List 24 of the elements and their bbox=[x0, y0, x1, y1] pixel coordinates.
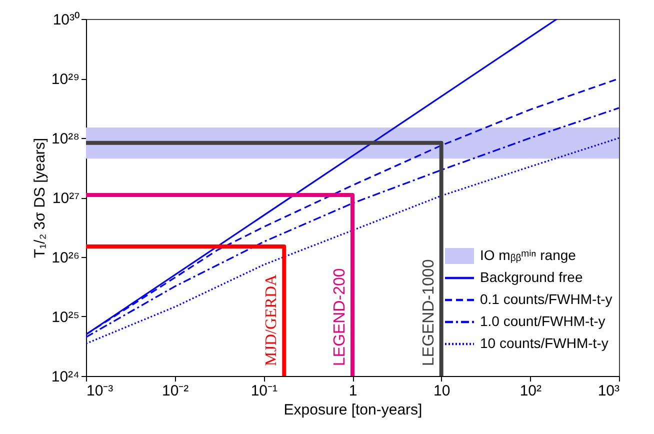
annotation: LEGEND-1000 bbox=[420, 259, 438, 366]
y-tick-label: 10²⁵ bbox=[52, 309, 80, 326]
x-tick-label: 10 bbox=[433, 382, 450, 400]
x-tick-label: 10⁻² bbox=[162, 382, 189, 400]
legend-label: Background free bbox=[480, 269, 583, 285]
x-tick-label: 10² bbox=[520, 382, 542, 400]
legend-label: 0.1 counts/FWHM-t-y bbox=[480, 291, 612, 307]
x-tick-label: 10⁻³ bbox=[86, 382, 114, 400]
y-tick-label: 10³⁰ bbox=[52, 12, 80, 28]
y-tick-label: 10²⁸ bbox=[51, 130, 80, 148]
annotation: MJD/GERDA bbox=[263, 274, 280, 366]
x-axis-title: Exposure [ton-years] bbox=[284, 402, 422, 418]
legend-label: 1.0 count/FWHM-t-y bbox=[480, 313, 606, 329]
x-tick-label: 1 bbox=[348, 382, 358, 400]
y-tick-label: 10²⁹ bbox=[51, 71, 80, 88]
y-tick-label: 10²⁷ bbox=[52, 190, 80, 207]
x-tick-label: 10³ bbox=[598, 382, 620, 400]
y-tick-label: 10²⁶ bbox=[52, 250, 80, 266]
y-tick-label: 10²⁴ bbox=[51, 368, 80, 386]
x-tick-label: 10⁻¹ bbox=[250, 382, 278, 400]
annotation: LEGEND-200 bbox=[332, 268, 348, 366]
legend-label: 10 counts/FWHM-t-y bbox=[480, 335, 608, 351]
legend-label: IO mᵦᵦᵐⁱⁿ range bbox=[480, 247, 576, 263]
y-axis-title: T₁/₂ 3σ DS [years] bbox=[31, 138, 48, 258]
